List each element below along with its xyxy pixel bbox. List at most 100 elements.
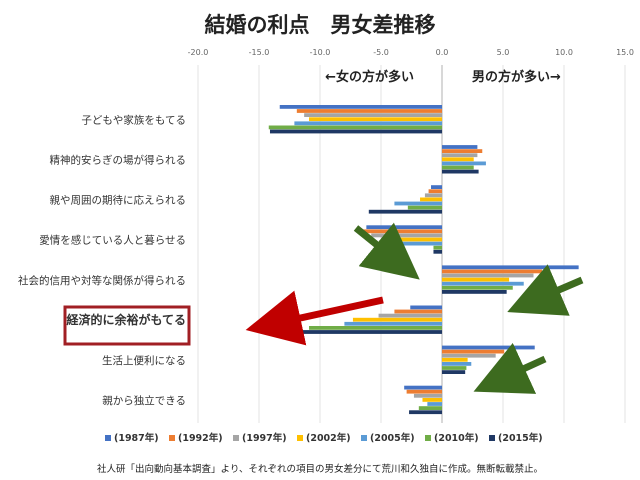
bar (442, 353, 496, 358)
bar (394, 201, 442, 206)
bar (294, 121, 442, 126)
category-label: 経済的に余裕がもてる (66, 312, 186, 327)
legend-swatch (233, 435, 239, 441)
x-tick-label: 5.0 (497, 48, 510, 57)
bar (442, 269, 543, 274)
bar (391, 241, 442, 246)
annotation-men-more: 男の方が多い→ (472, 69, 561, 85)
highlight-box (63, 305, 191, 346)
legend: (1987年) (1992年) (1997年) (2002年) (2005年) (2010… (105, 432, 543, 444)
green-arrow-2 (507, 264, 584, 316)
bar (409, 410, 442, 415)
bar (394, 309, 442, 314)
bar (304, 113, 442, 117)
bar (269, 129, 442, 134)
category-label: 生活上便利になる (102, 354, 186, 367)
green-arrow-1 (353, 222, 420, 280)
bar (366, 225, 442, 230)
bar (442, 370, 466, 374)
bar (442, 273, 534, 278)
legend-label: (1997年) (242, 432, 287, 444)
bar (368, 209, 442, 214)
bar (424, 193, 442, 198)
legend-swatch (489, 435, 495, 441)
category-label: 親から独立できる (102, 394, 186, 407)
bar (433, 249, 442, 254)
bar (442, 366, 467, 370)
bar (268, 125, 442, 130)
bar (431, 185, 442, 189)
bar (352, 317, 442, 322)
legend-label: (2010年) (434, 432, 479, 444)
bar (407, 205, 442, 210)
bar (427, 402, 442, 406)
bar (442, 169, 479, 174)
category-label: 社会的信用や対等な関係が得られる (18, 274, 186, 287)
footnote: 社人研「出向動向基本調査」より、それぞれの項目の男女差分にて荒川和久独自に作成。… (97, 463, 543, 475)
bar (442, 281, 524, 286)
red-arrow (245, 290, 384, 346)
bar (413, 393, 442, 398)
bar (378, 313, 442, 318)
legend-label: (2015年) (498, 432, 543, 444)
bar (422, 398, 442, 402)
legend-swatch (361, 435, 367, 441)
legend-swatch (169, 435, 175, 441)
category-label: 愛情を感じている人と暮らせる (39, 234, 186, 247)
legend-label: (1987年) (114, 432, 159, 444)
bar (442, 165, 474, 170)
bar (442, 145, 478, 149)
bar (420, 197, 442, 202)
bar (442, 345, 535, 350)
chart-title: 結婚の利点 男女差推移 (205, 13, 436, 37)
bar (360, 229, 442, 234)
x-tick-label: -20.0 (188, 48, 209, 57)
bar (385, 237, 442, 242)
bar (442, 265, 579, 270)
x-axis-ticks: -20.0 -15.0 -10.0 -5.0 0.0 5.0 10.0 15.0 (188, 48, 634, 57)
bar (279, 105, 442, 109)
annotation-women-more: ←女の方が多い (325, 69, 414, 85)
x-tick-label: 10.0 (555, 48, 573, 57)
bar (442, 362, 472, 366)
legend-swatch (297, 435, 303, 441)
bar (442, 157, 474, 162)
bar (442, 285, 513, 290)
bar (442, 349, 505, 354)
legend-label: (2005年) (370, 432, 415, 444)
bar (309, 326, 442, 330)
legend-swatch (425, 435, 431, 441)
category-labels: 子どもや家族をもてる精神的安らぎの場が得られる親や周囲の期待に応えられる愛情を感… (18, 113, 186, 407)
legend-swatch (105, 435, 111, 441)
bar (433, 245, 442, 250)
bar (428, 189, 442, 194)
x-tick-label: -5.0 (373, 48, 389, 57)
bar (344, 321, 442, 326)
x-tick-label: -10.0 (310, 48, 331, 57)
bar (296, 109, 442, 113)
bar (442, 357, 468, 362)
category-label: 精神的安らぎの場が得られる (50, 153, 187, 166)
bar (442, 149, 483, 153)
x-tick-label: 15.0 (616, 48, 634, 57)
bar (442, 161, 486, 166)
x-tick-label: -15.0 (249, 48, 270, 57)
x-tick-label: 0.0 (436, 48, 449, 57)
bar (406, 389, 442, 394)
bar (371, 233, 442, 238)
legend-label: (1992年) (178, 432, 223, 444)
bar (442, 153, 478, 158)
bar (263, 330, 442, 334)
bar (442, 277, 510, 282)
bar (410, 305, 442, 310)
category-label: 親や周囲の期待に応えられる (50, 194, 187, 207)
bar (309, 117, 442, 122)
category-label: 子どもや家族をもてる (81, 113, 186, 126)
bar (418, 406, 442, 410)
bar (442, 290, 507, 294)
green-arrow-3 (473, 342, 547, 394)
legend-label: (2002年) (306, 432, 351, 444)
bar (404, 385, 442, 390)
